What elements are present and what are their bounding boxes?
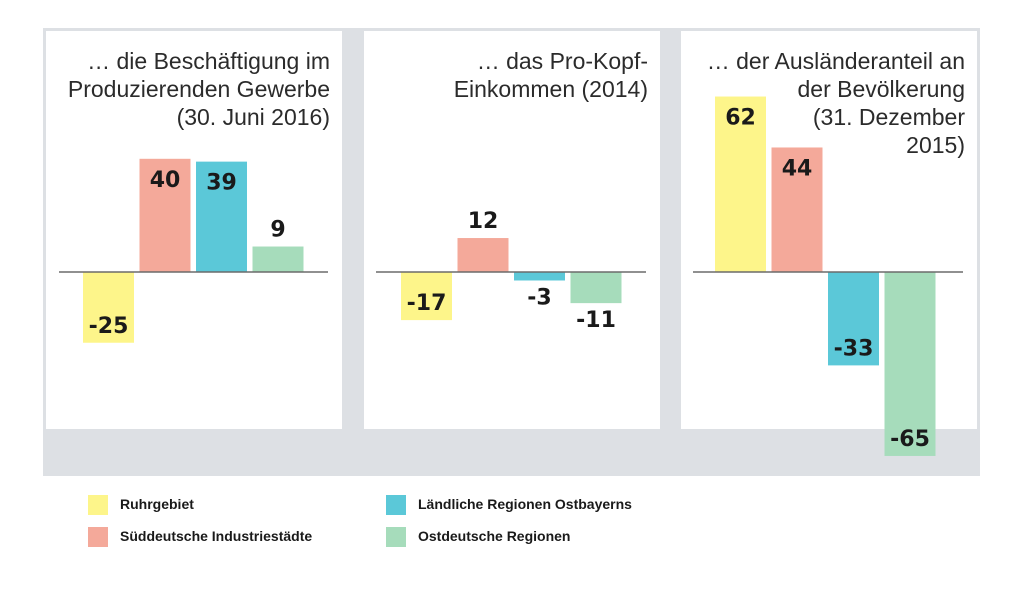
legend-label: Ruhrgebiet <box>120 496 194 512</box>
legend-swatch <box>386 527 406 547</box>
bar <box>571 272 622 303</box>
panel-title: … die Beschäftigung im Produzierenden Ge… <box>50 47 330 131</box>
data-label: -65 <box>890 427 930 452</box>
data-label: -3 <box>527 285 551 310</box>
legend-swatch <box>386 495 406 515</box>
data-label: 12 <box>468 209 499 234</box>
bar <box>514 272 565 280</box>
panel-title: … der Ausländeranteil an der Bevölkerung… <box>685 47 965 159</box>
data-label: 44 <box>782 156 813 181</box>
bar-group: -17 12 -3 -11 <box>376 209 646 333</box>
data-label: -17 <box>407 291 447 316</box>
legend-label: Süddeutsche Industriestädte <box>120 528 312 544</box>
legend-swatch <box>88 495 108 515</box>
legend-label: Ostdeutsche Regionen <box>418 528 570 544</box>
panel-title: … das Pro-Kopf- Einkommen (2014) <box>368 47 648 103</box>
data-label: 40 <box>150 168 181 193</box>
chart-frame: … die Beschäftigung im Produzierenden Ge… <box>43 28 980 476</box>
data-label: 9 <box>270 218 285 243</box>
legend: Ruhrgebiet Ländliche Regionen Ostbayerns… <box>88 495 728 555</box>
data-label: -11 <box>576 308 616 333</box>
legend-label: Ländliche Regionen Ostbayerns <box>418 496 632 512</box>
data-label: -33 <box>834 336 874 361</box>
data-label: 39 <box>206 171 237 196</box>
legend-swatch <box>88 527 108 547</box>
bar <box>458 238 509 272</box>
bar-group: -25 40 39 9 <box>59 159 328 343</box>
bar <box>253 247 304 272</box>
data-label: -25 <box>89 314 129 339</box>
